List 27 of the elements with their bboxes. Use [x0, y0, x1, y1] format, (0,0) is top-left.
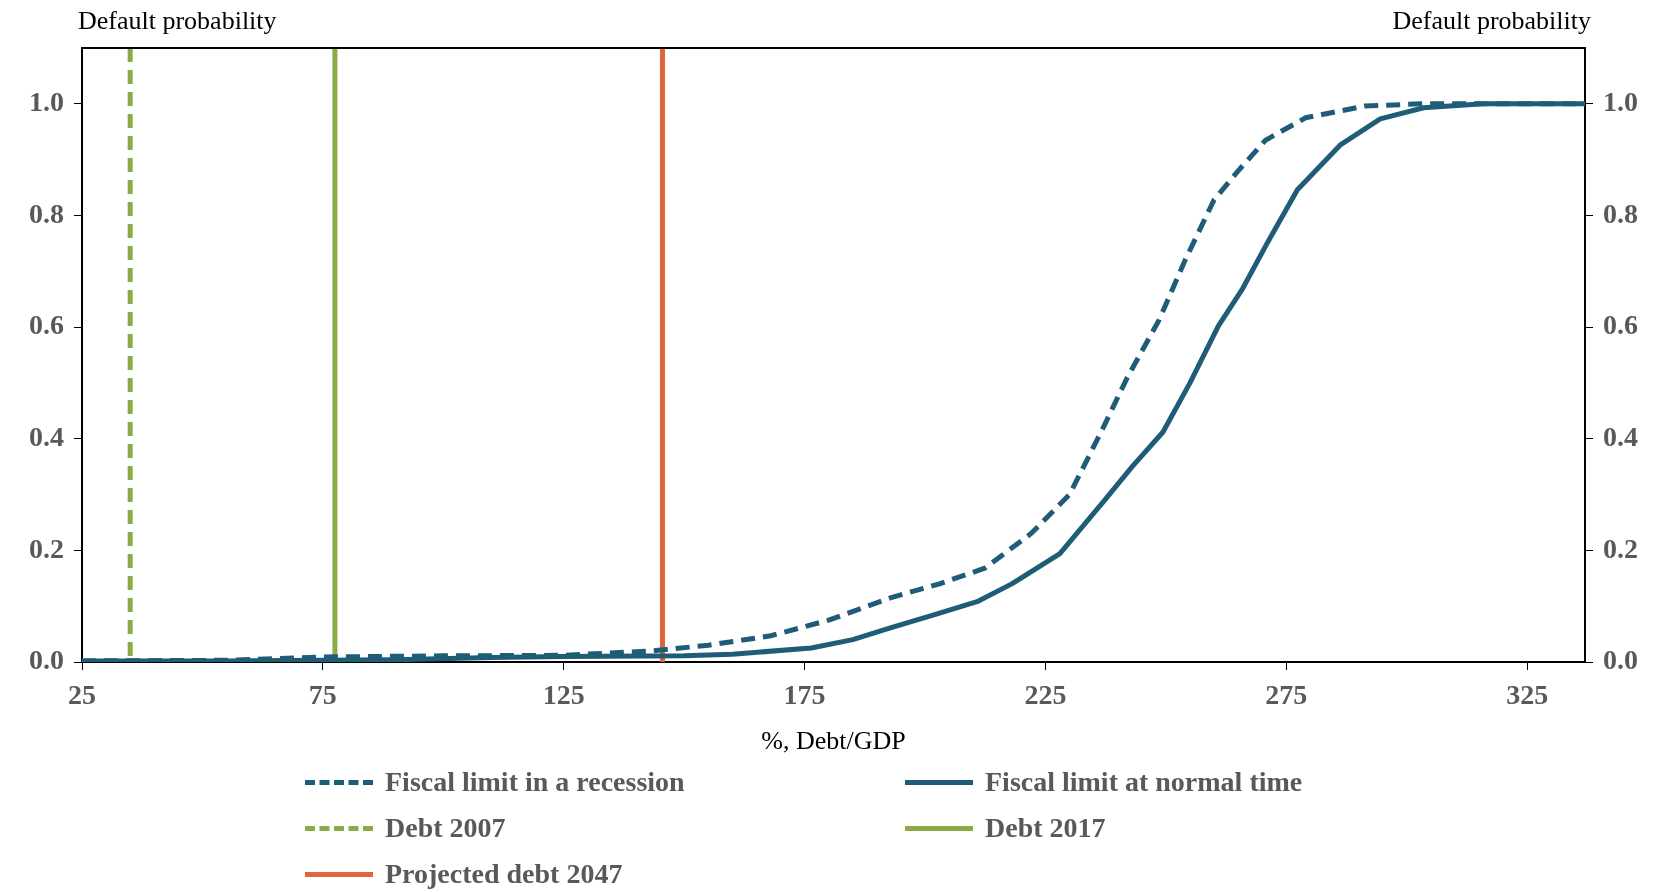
x-tick-label: 175: [783, 679, 826, 711]
x-tick-label: 75: [308, 679, 337, 711]
y-tick-label: 0.4: [29, 420, 64, 452]
y-axis-title: Default probability: [78, 5, 277, 35]
y2-tick-label: 0.2: [1603, 532, 1638, 564]
y-tick-label: 0.8: [29, 197, 64, 229]
x-tick-label: 25: [68, 679, 96, 711]
x-tick-label: 275: [1265, 679, 1308, 711]
legend-label: Projected debt 2047: [385, 858, 623, 890]
x-tick-label: 225: [1024, 679, 1067, 711]
legend-label: Fiscal limit in a recession: [385, 766, 685, 798]
y-tick-label: 0.0: [29, 644, 64, 676]
y2-tick-label: 0.0: [1603, 644, 1638, 676]
legend-label: Debt 2007: [385, 812, 506, 844]
y2-tick-label: 0.4: [1603, 420, 1638, 452]
x-tick-label: 325: [1506, 679, 1549, 711]
x-axis-title: %, Debt/GDP: [761, 725, 906, 755]
y-tick-label: 0.2: [29, 532, 64, 564]
y-tick-label: 1.0: [29, 86, 64, 118]
x-tick-label: 125: [542, 679, 585, 711]
y2-tick-label: 0.6: [1603, 309, 1638, 341]
y2-axis-title: Default probability: [1392, 5, 1591, 35]
legend-label: Fiscal limit at normal time: [985, 766, 1303, 798]
legend-label: Debt 2017: [985, 812, 1106, 844]
y-tick-label: 0.6: [29, 309, 64, 341]
y2-tick-label: 1.0: [1603, 86, 1638, 118]
y2-tick-label: 0.8: [1603, 197, 1638, 229]
